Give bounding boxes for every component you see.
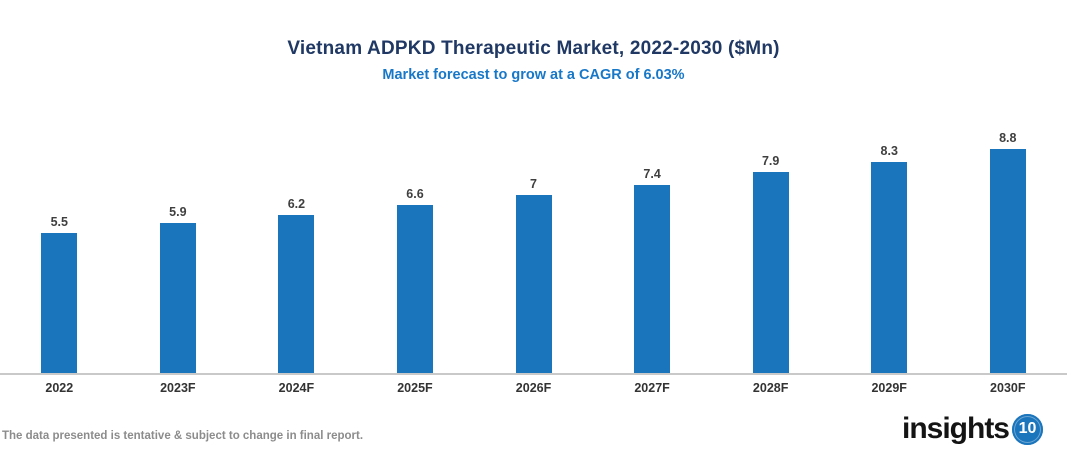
bar [634,185,671,373]
insights10-logo: insights 10 [902,412,1043,446]
x-axis-tick-label: 2027F [634,381,670,395]
bar [396,205,433,373]
bar-value-label: 6.2 [287,197,306,211]
x-axis-tick-label: 2024F [278,381,315,395]
bar-column: 6.6 [356,187,475,373]
bar-column: 7.9 [711,154,830,373]
bar [752,172,789,373]
x-axis-tick-label: 2029F [871,381,907,395]
bar [278,215,315,373]
plot-area: 5.5 5.9 6.2 6.6 7 7.4 7.9 8.3 8.8 [0,105,1067,375]
x-axis-tick-label: 2028F [752,381,789,395]
disclaimer-text: The data presented is tentative & subjec… [2,430,364,442]
x-axis-tick-label: 2026F [515,381,552,395]
x-axis-tick-label: 2022 [45,381,74,395]
chart-subtitle: Market forecast to grow at a CAGR of 6.0… [382,67,685,83]
x-axis-tick-label: 2023F [160,381,196,395]
bar-value-label: 8.3 [880,144,898,158]
bar [41,233,78,373]
bar-column: 7.4 [593,167,712,373]
bar-column: 7 [474,177,593,373]
bar-value-label: 5.5 [50,215,68,229]
bar-column: 5.5 [0,215,119,373]
bar-column: 5.9 [119,205,238,373]
bar-column: 6.2 [237,197,356,373]
bar-column: 8.8 [949,131,1067,373]
bar-value-label: 7.4 [643,167,661,181]
bar-value-label: 8.8 [999,131,1017,145]
bar-value-label: 5.9 [169,205,187,219]
logo-10-badge: 10 [1012,413,1043,445]
bar [871,162,908,373]
logo-wordmark: insights [901,412,1010,445]
bar-value-label: 6.6 [406,187,424,201]
bar-chart: 5.5 5.9 6.2 6.6 7 7.4 7.9 8.3 8.8 2022 2023F 2024F… [0,105,1067,395]
chart-title: Vietnam ADPKD Therapeutic Market, 2022-2… [287,38,780,59]
x-axis-tick-label: 2030F [990,381,1026,395]
bar [515,195,552,373]
bar [159,223,196,373]
x-axis-tick-label: 2025F [397,381,433,395]
bar-value-label: 7.9 [761,154,780,168]
bar-column: 8.3 [830,144,949,373]
bar [989,149,1026,373]
x-axis-labels: 2022 2023F 2024F 2025F 2026F 2027F 2028F 2029F 2… [0,381,1067,395]
bar-value-label: 7 [530,177,537,191]
